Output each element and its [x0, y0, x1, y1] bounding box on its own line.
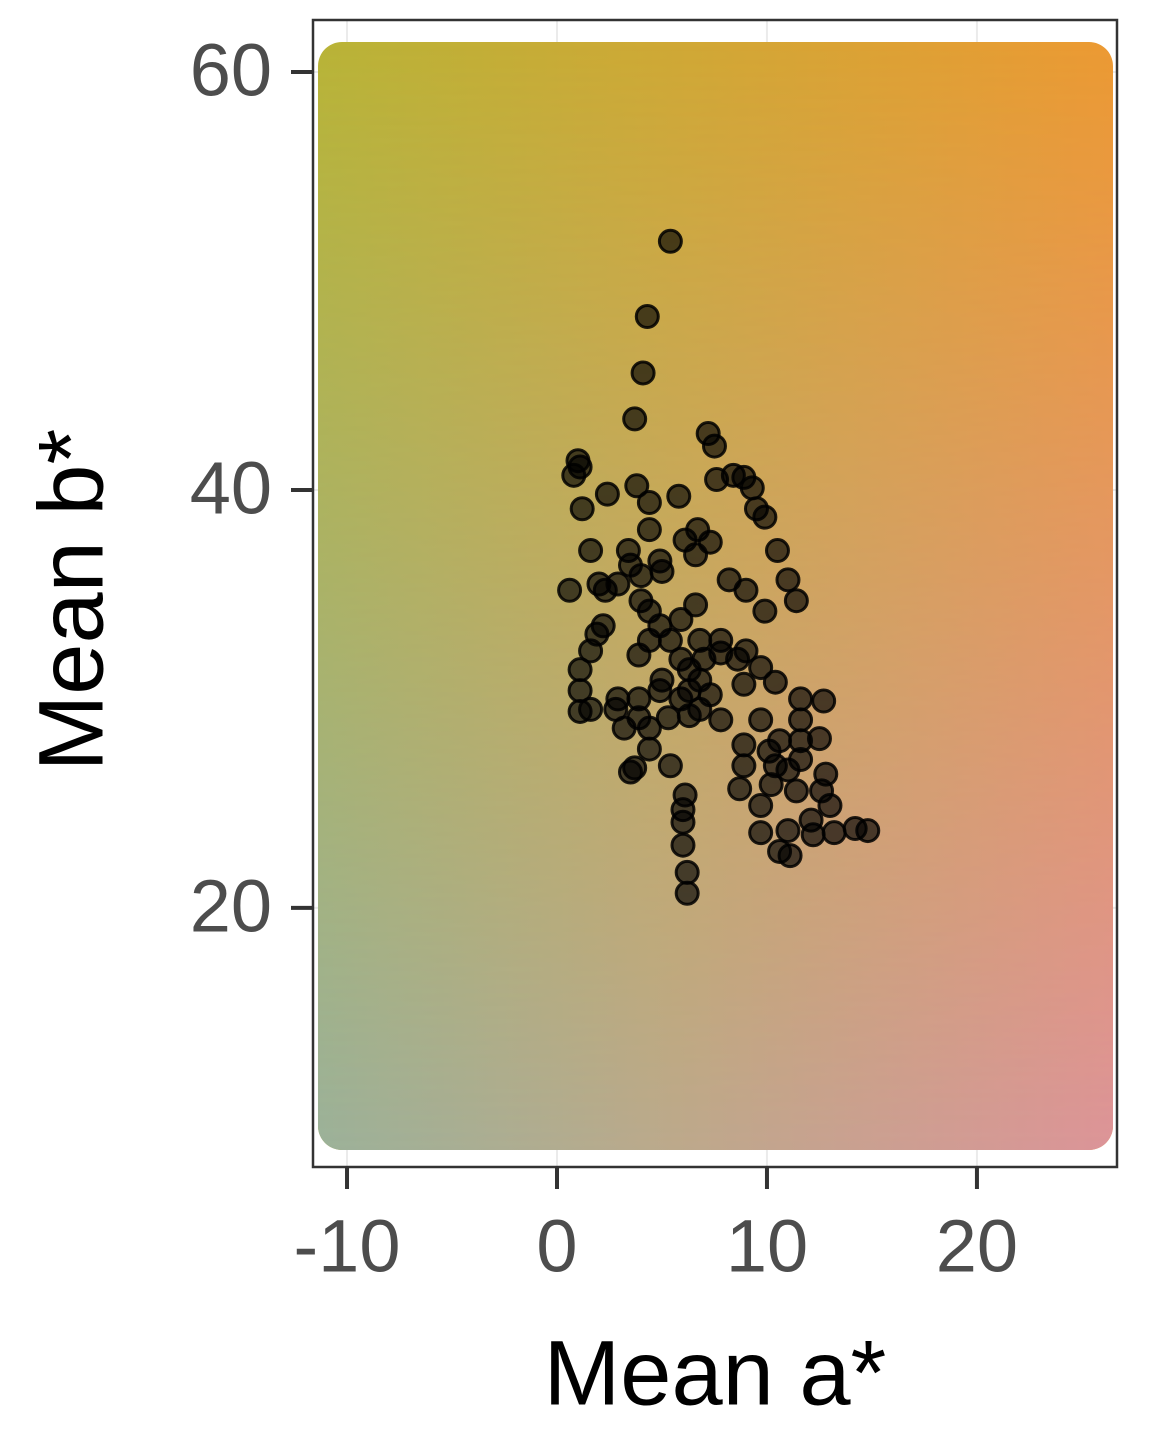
- y-tick-label: 60: [190, 29, 272, 112]
- point: [731, 732, 757, 758]
- point: [668, 607, 694, 633]
- point: [676, 678, 702, 704]
- point: [756, 738, 782, 764]
- point: [777, 843, 803, 869]
- point: [739, 475, 765, 501]
- point: [727, 776, 753, 802]
- point: [817, 792, 843, 818]
- point: [775, 567, 801, 593]
- point: [594, 481, 620, 507]
- point: [567, 698, 593, 724]
- x-tick-label: 0: [536, 1205, 577, 1288]
- point: [708, 640, 734, 666]
- point: [748, 792, 774, 818]
- point: [758, 772, 784, 798]
- point: [783, 778, 809, 804]
- point: [748, 820, 774, 846]
- point: [655, 705, 681, 731]
- point: [657, 753, 683, 779]
- x-tick-label: 20: [936, 1205, 1018, 1288]
- point: [764, 538, 790, 564]
- y-tick-label: 20: [190, 864, 272, 947]
- point: [630, 360, 656, 386]
- point: [670, 809, 696, 835]
- point: [617, 552, 643, 578]
- y-axis-title: Mean b*: [20, 429, 122, 772]
- point: [674, 880, 700, 906]
- point: [636, 489, 662, 515]
- panel-border: [311, 18, 1119, 1169]
- x-tick-label: 10: [726, 1205, 808, 1288]
- point: [731, 671, 757, 697]
- point: [626, 705, 652, 731]
- point: [800, 822, 826, 848]
- point: [605, 571, 631, 597]
- point: [674, 859, 700, 885]
- point: [578, 638, 604, 664]
- point: [788, 707, 814, 733]
- point: [748, 707, 774, 733]
- x-axis-title: Mean a*: [544, 1322, 887, 1424]
- point: [733, 577, 759, 603]
- point: [821, 820, 847, 846]
- point: [636, 627, 662, 653]
- point: [636, 517, 662, 543]
- point: [622, 406, 648, 432]
- point: [567, 657, 593, 683]
- point: [701, 433, 727, 459]
- point: [748, 655, 774, 681]
- point: [775, 757, 801, 783]
- point: [557, 577, 583, 603]
- point: [624, 473, 650, 499]
- point: [752, 504, 778, 530]
- point: [657, 228, 683, 254]
- point: [788, 728, 814, 754]
- point: [634, 304, 660, 330]
- point: [617, 759, 643, 785]
- x-tick-label: -10: [294, 1205, 401, 1288]
- point: [636, 736, 662, 762]
- point: [687, 696, 713, 722]
- point: [775, 818, 801, 844]
- point: [752, 598, 778, 624]
- point: [783, 588, 809, 614]
- point: [708, 707, 734, 733]
- point: [811, 688, 837, 714]
- point: [647, 548, 673, 574]
- axes: -10 0 10 20 20 40 60: [190, 29, 1018, 1288]
- point: [731, 753, 757, 779]
- point: [578, 538, 604, 564]
- color-background: [318, 42, 1113, 1150]
- point: [762, 669, 788, 695]
- point: [569, 496, 595, 522]
- point: [649, 667, 675, 693]
- point: [670, 832, 696, 858]
- y-tick-label: 40: [190, 447, 272, 530]
- point: [672, 527, 698, 553]
- point: [855, 818, 881, 844]
- point: [561, 462, 587, 488]
- point: [683, 592, 709, 618]
- points: [557, 228, 881, 906]
- point: [666, 483, 692, 509]
- point: [788, 686, 814, 712]
